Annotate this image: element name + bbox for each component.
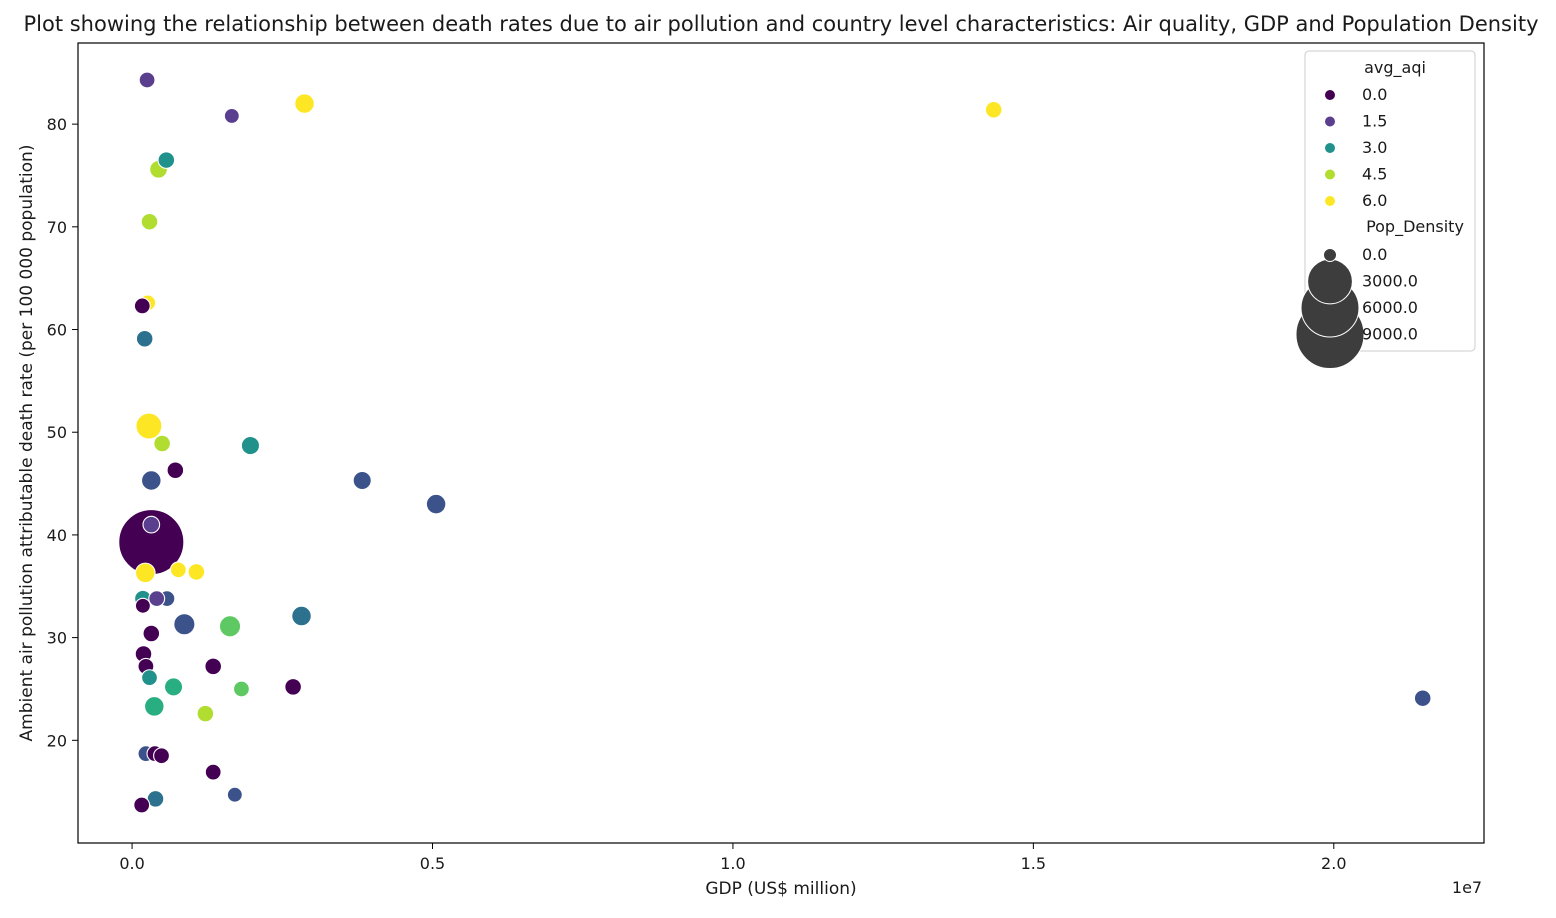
y-axis-ticks: 20 30 40 50 60 70 80 — [47, 115, 78, 750]
y-tick-label: 40 — [47, 526, 67, 545]
data-point — [141, 669, 158, 687]
data-point — [157, 151, 176, 169]
data-point — [135, 329, 154, 348]
data-point — [142, 624, 161, 643]
data-point — [352, 470, 372, 491]
legend-hue-label: 6.0 — [1362, 191, 1387, 210]
y-tick-label: 80 — [47, 115, 67, 134]
legend: avg_aqi 0.0 1.5 3.0 4.5 6.0 Pop_Density 0.0 3… — [1295, 50, 1476, 370]
data-point — [425, 493, 447, 515]
legend-size-label: 9000.0 — [1362, 325, 1418, 344]
legend-hue-label: 3.0 — [1362, 138, 1387, 157]
legend-hue-label: 0.0 — [1362, 85, 1387, 104]
legend-hue-label: 4.5 — [1362, 165, 1387, 184]
data-point — [240, 435, 261, 456]
data-point — [153, 434, 171, 453]
data-point — [187, 563, 206, 581]
data-point — [984, 100, 1003, 119]
legend-size-label: 6000.0 — [1362, 298, 1418, 317]
data-point — [1413, 689, 1432, 708]
legend-hue-marker — [1324, 89, 1336, 101]
x-tick-label: 0.0 — [119, 854, 144, 873]
plot-frame — [77, 42, 1485, 844]
data-point — [166, 461, 185, 480]
y-tick-label: 60 — [47, 321, 67, 340]
legend-size-marker — [1307, 258, 1353, 305]
y-tick-label: 30 — [47, 629, 67, 648]
legend-hue-marker — [1324, 115, 1336, 128]
legend-size-marker — [1323, 248, 1337, 262]
data-point — [291, 605, 312, 627]
x-tick-label: 0.5 — [420, 854, 445, 873]
x-tick-label: 1.0 — [720, 854, 745, 873]
x-tick-label: 2.0 — [1321, 854, 1346, 873]
y-tick-label: 50 — [47, 423, 67, 442]
data-point — [133, 297, 151, 315]
data-point — [135, 412, 163, 440]
x-axis-label: GDP (US$ million) — [705, 879, 856, 899]
legend-hue-marker — [1324, 168, 1336, 181]
data-point — [134, 562, 156, 584]
data-point — [134, 597, 151, 614]
data-point — [218, 615, 242, 638]
data-point — [163, 677, 184, 697]
data-point — [294, 93, 315, 114]
data-point — [169, 561, 187, 579]
data-point — [284, 678, 302, 696]
legend-hue-title: avg_aqi — [1364, 58, 1426, 78]
data-point — [223, 107, 240, 124]
y-tick-label: 70 — [47, 218, 67, 237]
data-point — [173, 613, 196, 636]
data-point — [204, 657, 223, 676]
legend-size-label: 3000.0 — [1362, 272, 1418, 291]
legend-hue-label: 1.5 — [1362, 112, 1387, 131]
legend-size-label: 0.0 — [1362, 245, 1387, 264]
legend-size-entries: 0.0 3000.0 6000.0 9000.0 — [1295, 245, 1418, 370]
x-axis-ticks: 0.0 0.5 1.0 1.5 2.0 — [119, 843, 1347, 873]
data-point — [232, 680, 250, 698]
data-point — [226, 786, 243, 803]
x-tick-label: 1.5 — [1021, 854, 1046, 873]
data-point — [140, 470, 162, 491]
x-axis-offset-label: 1e7 — [1452, 878, 1482, 897]
legend-hue-entries: 0.0 1.5 3.0 4.5 6.0 — [1324, 85, 1387, 210]
data-points — [118, 71, 1432, 814]
data-point — [204, 763, 222, 781]
data-point — [153, 747, 170, 765]
data-point — [142, 515, 161, 534]
legend-hue-marker — [1324, 195, 1336, 207]
data-point — [133, 796, 151, 814]
y-axis-label: Ambient air pollution attributable death… — [17, 145, 37, 742]
data-point — [140, 212, 159, 231]
data-point — [148, 590, 166, 608]
y-tick-label: 20 — [47, 731, 67, 750]
legend-size-title: Pop_Density — [1366, 217, 1464, 237]
data-point — [143, 696, 165, 717]
data-point — [138, 71, 156, 89]
legend-hue-marker — [1324, 142, 1336, 154]
data-point — [196, 704, 215, 723]
chart-title: Plot showing the relationship between de… — [23, 12, 1538, 36]
